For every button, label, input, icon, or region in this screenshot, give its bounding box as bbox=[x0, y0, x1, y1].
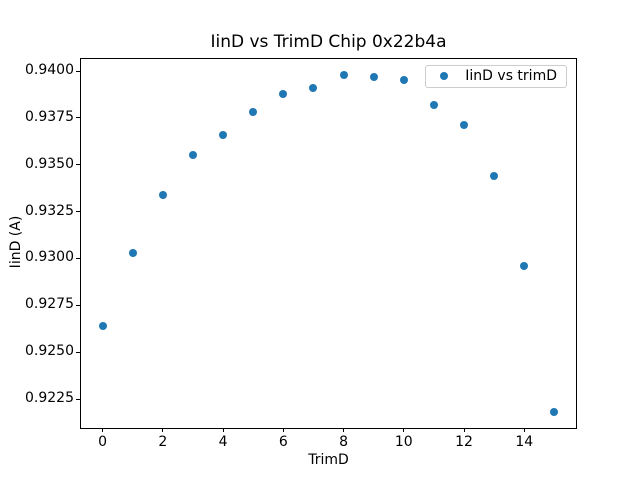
y-tick-mark bbox=[76, 117, 80, 119]
x-tick-mark bbox=[463, 428, 465, 432]
x-tick-mark bbox=[102, 428, 104, 432]
y-tick-mark bbox=[76, 398, 80, 400]
x-tick-mark bbox=[162, 428, 164, 432]
data-point bbox=[309, 83, 318, 92]
x-tick-label: 2 bbox=[158, 434, 168, 450]
legend-label: IinD vs trimD bbox=[465, 68, 557, 84]
data-point bbox=[219, 130, 228, 139]
legend: IinD vs trimD bbox=[425, 65, 567, 88]
y-tick-label: 0.9300 bbox=[25, 249, 74, 266]
data-point bbox=[369, 72, 378, 81]
x-tick-mark bbox=[403, 428, 405, 432]
y-tick-mark bbox=[76, 351, 80, 353]
x-tick-label: 0 bbox=[98, 434, 108, 450]
y-tick-mark bbox=[76, 211, 80, 213]
y-tick-label: 0.9275 bbox=[25, 296, 74, 313]
data-point bbox=[550, 408, 559, 417]
y-tick-label: 0.9350 bbox=[25, 155, 74, 172]
data-point bbox=[339, 70, 348, 79]
y-tick-label: 0.9250 bbox=[25, 343, 74, 360]
x-tick-label: 10 bbox=[394, 434, 413, 450]
data-point bbox=[98, 321, 107, 330]
data-point bbox=[429, 100, 438, 109]
data-point bbox=[399, 76, 408, 85]
x-tick-label: 4 bbox=[218, 434, 228, 450]
plot-area: IinD vs trimD bbox=[80, 58, 577, 429]
y-tick-label: 0.9225 bbox=[25, 390, 74, 407]
data-point bbox=[158, 190, 167, 199]
x-tick-mark bbox=[343, 428, 345, 432]
y-tick-mark bbox=[76, 257, 80, 259]
x-tick-mark bbox=[222, 428, 224, 432]
y-tick-mark bbox=[76, 304, 80, 306]
y-tick-label: 0.9375 bbox=[25, 108, 74, 125]
y-tick-label: 0.9325 bbox=[25, 202, 74, 219]
data-point bbox=[520, 261, 529, 270]
x-tick-mark bbox=[282, 428, 284, 432]
data-point bbox=[460, 121, 469, 130]
data-point bbox=[279, 89, 288, 98]
y-tick-mark bbox=[76, 164, 80, 166]
x-tick-label: 8 bbox=[339, 434, 348, 450]
data-point bbox=[128, 248, 137, 257]
x-axis-label: TrimD bbox=[308, 452, 349, 468]
chart-title: IinD vs TrimD Chip 0x22b4a bbox=[210, 32, 447, 52]
y-tick-mark bbox=[76, 70, 80, 72]
x-tick-label: 12 bbox=[455, 434, 473, 450]
data-point bbox=[249, 108, 258, 117]
legend-marker-icon bbox=[440, 72, 449, 80]
x-tick-mark bbox=[523, 428, 525, 432]
data-point bbox=[490, 172, 499, 181]
data-point bbox=[188, 151, 197, 160]
y-tick-label: 0.9400 bbox=[25, 62, 74, 79]
x-tick-label: 14 bbox=[515, 434, 534, 450]
x-tick-label: 6 bbox=[278, 434, 288, 450]
